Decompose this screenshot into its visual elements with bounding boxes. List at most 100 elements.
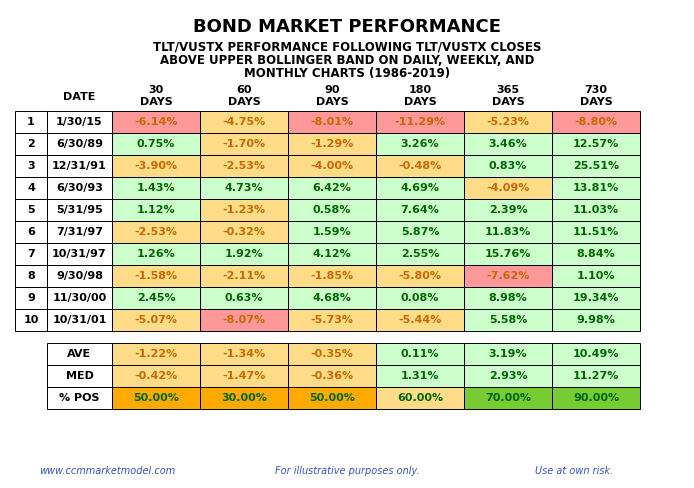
Text: ABOVE UPPER BOLLINGER BAND ON DAILY, WEEKLY, AND: ABOVE UPPER BOLLINGER BAND ON DAILY, WEE… [160,54,534,67]
Bar [464,309,552,331]
Bar [552,243,640,265]
Bar [464,133,552,155]
Bar [200,177,288,199]
Text: 60: 60 [236,85,252,95]
Text: 6: 6 [27,227,35,237]
Bar [200,243,288,265]
Bar [47,287,112,309]
Bar [376,177,464,199]
Text: 10/31/97: 10/31/97 [52,249,107,259]
Text: -0.48%: -0.48% [398,161,441,171]
Text: 9.98%: 9.98% [577,315,616,325]
Bar [464,155,552,177]
Bar [288,265,376,287]
Bar [200,343,288,365]
Bar [464,221,552,243]
Bar [288,155,376,177]
Bar [15,199,47,221]
Text: -5.44%: -5.44% [398,315,441,325]
Bar [376,365,464,387]
Bar [47,387,112,409]
Text: -5.23%: -5.23% [486,117,530,127]
Text: 5.87%: 5.87% [400,227,439,237]
Text: -1.85%: -1.85% [310,271,353,281]
Bar [288,221,376,243]
Bar [15,287,47,309]
Text: -1.22%: -1.22% [135,349,178,359]
Text: 30.00%: 30.00% [221,393,267,403]
Text: 1.92%: 1.92% [225,249,264,259]
Bar [112,133,200,155]
Bar [15,243,47,265]
Bar [200,221,288,243]
Text: 1.12%: 1.12% [137,205,176,215]
Bar [552,365,640,387]
Bar [47,177,112,199]
Text: 3: 3 [27,161,35,171]
Text: 9/30/98: 9/30/98 [56,271,103,281]
Bar [15,133,47,155]
Text: MED: MED [65,371,94,381]
Text: DAYS: DAYS [404,97,437,107]
Text: 25.51%: 25.51% [573,161,619,171]
Bar [112,365,200,387]
Text: 50.00%: 50.00% [309,393,355,403]
Bar [552,199,640,221]
Bar [288,309,376,331]
Text: 3.26%: 3.26% [400,139,439,149]
Bar [464,177,552,199]
Text: -1.23%: -1.23% [223,205,266,215]
Bar [200,365,288,387]
Text: DAYS: DAYS [491,97,525,107]
Bar [552,177,640,199]
Bar [376,343,464,365]
Text: BOND MARKET PERFORMANCE: BOND MARKET PERFORMANCE [193,18,501,36]
Bar [376,221,464,243]
Text: 15.76%: 15.76% [485,249,531,259]
Bar [47,221,112,243]
Text: 13.81%: 13.81% [573,183,619,193]
Text: -0.36%: -0.36% [310,371,353,381]
Text: 90.00%: 90.00% [573,393,619,403]
Text: 1.59%: 1.59% [313,227,351,237]
Bar [112,287,200,309]
Text: 180: 180 [409,85,432,95]
Text: 11.03%: 11.03% [573,205,619,215]
Text: -5.73%: -5.73% [310,315,353,325]
Bar [464,287,552,309]
Text: 10/31/01: 10/31/01 [52,315,107,325]
Text: TLT/VUSTX PERFORMANCE FOLLOWING TLT/VUSTX CLOSES: TLT/VUSTX PERFORMANCE FOLLOWING TLT/VUST… [153,41,541,54]
Bar [15,177,47,199]
Bar [15,221,47,243]
Bar [112,387,200,409]
Text: DAYS: DAYS [228,97,260,107]
Bar [47,111,112,133]
Text: 12/31/91: 12/31/91 [52,161,107,171]
Bar [112,111,200,133]
Bar [552,309,640,331]
Bar [200,287,288,309]
Bar [47,199,112,221]
Text: -1.47%: -1.47% [222,371,266,381]
Bar [112,343,200,365]
Text: -2.53%: -2.53% [135,227,178,237]
Text: -4.75%: -4.75% [222,117,266,127]
Bar [112,155,200,177]
Bar [15,309,47,331]
Text: 4.12%: 4.12% [312,249,351,259]
Text: -5.80%: -5.80% [398,271,441,281]
Bar [288,111,376,133]
Text: -8.07%: -8.07% [223,315,266,325]
Text: DATE: DATE [63,92,96,102]
Text: 4: 4 [27,183,35,193]
Text: 5/31/95: 5/31/95 [56,205,103,215]
Text: 6.42%: 6.42% [312,183,351,193]
Text: 0.63%: 0.63% [225,293,263,303]
Bar [288,133,376,155]
Text: 7: 7 [27,249,35,259]
Text: -8.80%: -8.80% [575,117,618,127]
Text: 365: 365 [496,85,520,95]
Text: -4.09%: -4.09% [486,183,530,193]
Bar [200,199,288,221]
Text: -1.34%: -1.34% [222,349,266,359]
